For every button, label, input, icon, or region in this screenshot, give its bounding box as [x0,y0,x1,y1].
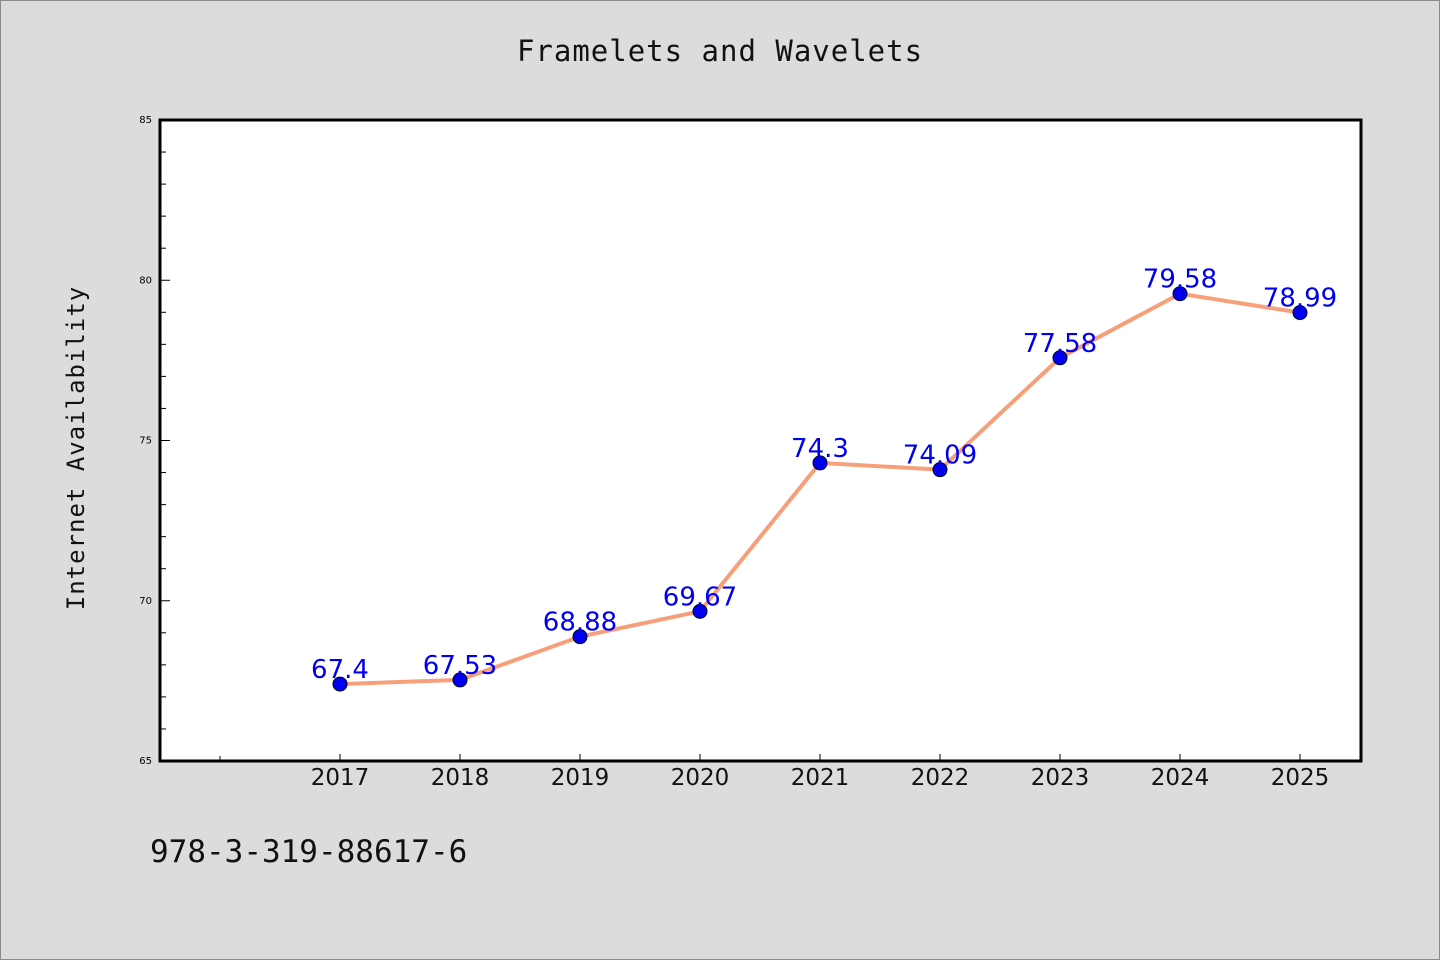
data-label: 79.58 [1143,265,1217,295]
x-axis: 2017 2018 2019 2020 2021 2022 2023 2024 2025 [219,754,1330,791]
data-point [1052,350,1068,366]
data-point [932,462,948,478]
y-tick-label: 65 [139,756,152,767]
data-point [572,629,588,645]
data-label: 69.67 [663,582,737,612]
y-tick-label: 80 [139,275,152,286]
x-tick-label: 2019 [551,765,610,791]
data-label: 77.58 [1023,329,1097,359]
y-tick-label: 70 [139,596,152,607]
data-label: 67.4 [311,655,369,685]
x-tick-label: 2018 [431,765,490,791]
x-tick-label: 2017 [311,765,370,791]
chart-title: Framelets and Wavelets [516,34,924,68]
x-tick-label: 2024 [1151,765,1210,791]
x-tick-label: 2020 [671,765,730,791]
y-tick-label: 75 [139,436,152,447]
x-tick-label: 2023 [1031,765,1090,791]
y-tick-label: 85 [139,115,152,126]
series-layer: 67.4 67.53 68.88 69.67 74.3 74.09 77.58 79.58 78… [311,265,1337,692]
data-label: 78.99 [1263,284,1337,314]
x-tick-label: 2025 [1271,765,1330,791]
data-point [452,672,468,688]
y-axis: 65 70 75 80 85 [139,115,170,767]
data-point [1172,286,1188,302]
data-point [332,676,348,692]
x-tick-label: 2022 [911,765,970,791]
x-tick-label: 2021 [791,765,850,791]
data-label: 68.88 [543,608,617,638]
data-point [692,603,708,619]
plot-area [158,118,1363,763]
data-label: 74.3 [791,434,849,464]
data-label: 67.53 [423,651,497,681]
isbn-footnote: 978-3-319-88617-6 [150,834,468,870]
data-point [812,455,828,471]
data-label: 74.09 [903,441,977,471]
data-point [1292,305,1308,321]
